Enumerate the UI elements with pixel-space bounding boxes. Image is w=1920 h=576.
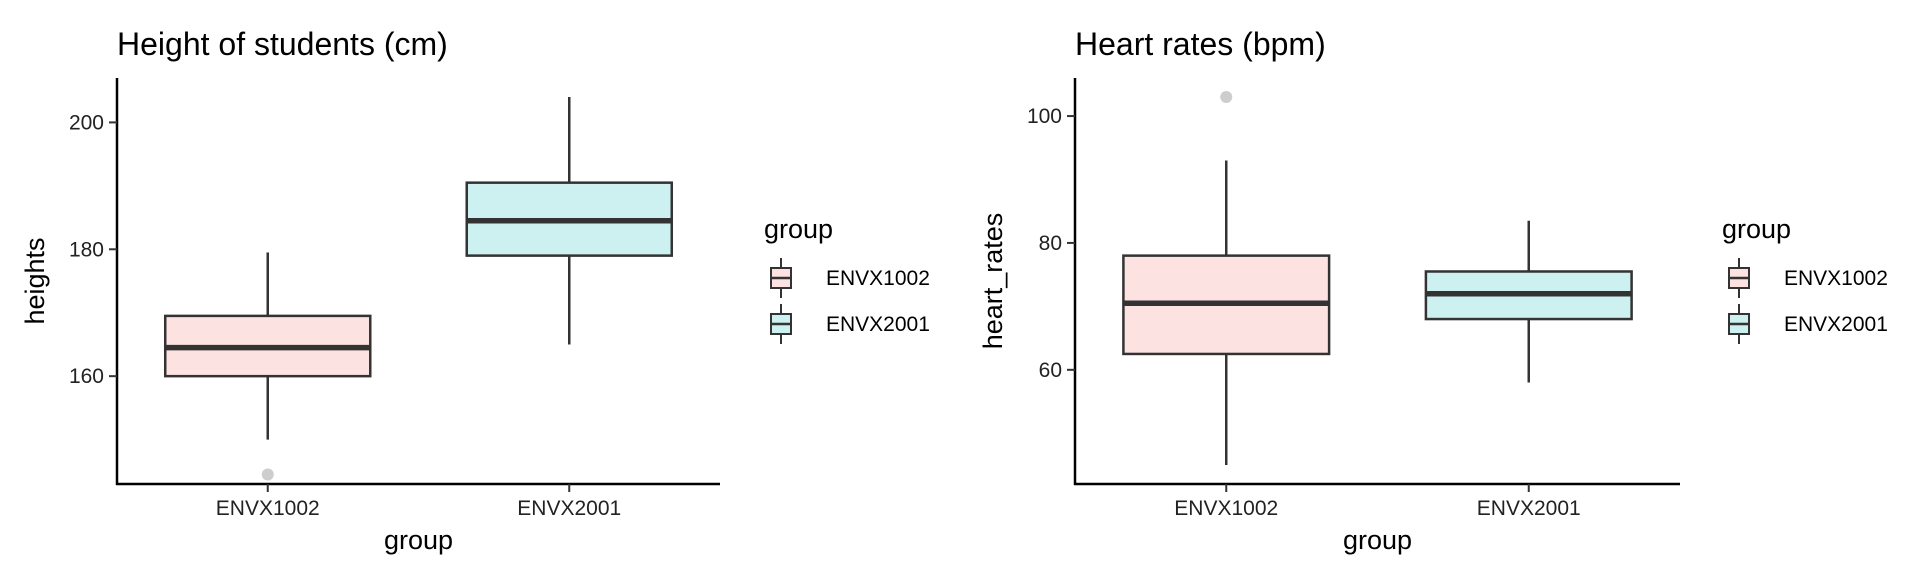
legend-key-envx1002 [1728,258,1750,298]
chart-panel-1: Height of students (cm) 160 180 200 ENVX1002… [20,26,930,555]
chart-title: Heart rates (bpm) [1075,26,1326,62]
y-tick-label: 180 [69,238,104,261]
x-tick-label: ENVX1002 [1174,497,1278,520]
outlier-point [261,468,274,481]
legend-label: ENVX1002 [1784,267,1888,290]
legend-label: ENVX1002 [826,267,930,290]
box-envx1002 [1122,91,1331,465]
legend-key-envx2001 [1728,304,1750,344]
y-tick-label: 80 [1039,232,1062,255]
legend-key-envx1002 [770,258,792,298]
y-tick-label: 200 [69,111,104,134]
box-envx2001 [465,97,674,345]
outlier-point [1220,91,1233,104]
box-envx2001 [1424,220,1633,383]
x-axis-title: group [384,525,453,555]
legend-label: ENVX2001 [826,313,930,336]
y-tick-label: 100 [1027,105,1062,128]
legend-title: group [764,214,833,244]
y-axis-title: heart_rates [978,213,1008,350]
chart-title: Height of students (cm) [117,26,448,62]
x-tick-label: ENVX2001 [517,497,621,520]
y-axis-title: heights [20,237,50,324]
legend-key-envx2001 [770,304,792,344]
legend: group ENVX1002 ENVX2001 [1722,214,1888,344]
x-axis-title: group [1343,525,1412,555]
legend-label: ENVX2001 [1784,313,1888,336]
box-envx1002 [163,252,372,481]
y-tick-label: 160 [69,365,104,388]
legend-title: group [1722,214,1791,244]
x-tick-label: ENVX2001 [1477,497,1581,520]
legend: group ENVX1002 ENVX2001 [764,214,930,344]
x-tick-label: ENVX1002 [216,497,320,520]
chart-panel-2: Heart rates (bpm) 60 80 100 ENVX1002 ENVX2001… [978,26,1888,555]
y-tick-label: 60 [1039,359,1062,382]
